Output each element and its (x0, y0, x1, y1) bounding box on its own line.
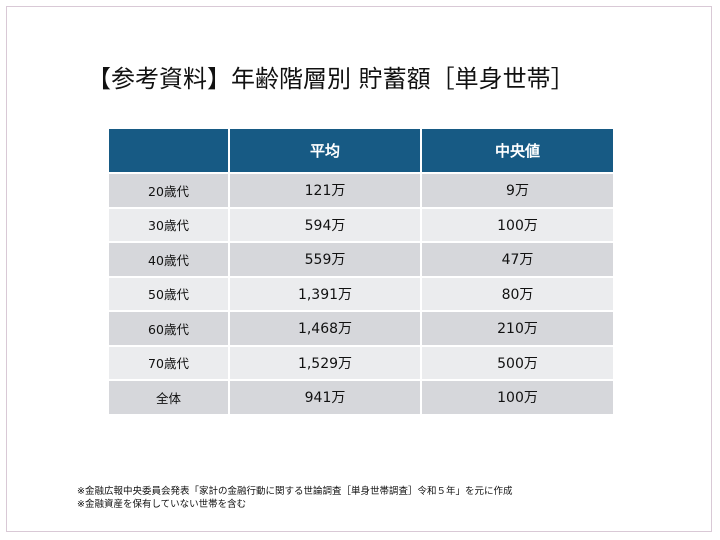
median-value: 47万 (421, 241, 613, 277)
table-row-total: 全体 941万 100万 (109, 379, 613, 414)
row-label: 70歳代 (109, 344, 230, 380)
slide-frame: 【参考資料】年齢階層別 貯蓄額［単身世帯］ 平均 中央値 20歳代 121万 9… (6, 6, 712, 532)
average-value: 1,529万 (229, 344, 422, 380)
median-value: 500万 (421, 344, 613, 380)
savings-table: 平均 中央値 20歳代 121万 9万 30歳代 594万 100万 40歳代 … (109, 129, 613, 414)
row-label: 30歳代 (109, 206, 230, 242)
table-row: 30歳代 594万 100万 (109, 206, 613, 242)
average-value: 594万 (229, 206, 422, 242)
table-row: 50歳代 1,391万 80万 (109, 275, 613, 311)
table-row: 40歳代 559万 47万 (109, 241, 613, 277)
average-value: 1,391万 (229, 275, 422, 311)
median-value: 9万 (421, 172, 613, 208)
median-value: 210万 (421, 310, 613, 346)
row-label: 50歳代 (109, 275, 230, 311)
median-value: 80万 (421, 275, 613, 311)
scope-note: ※金融資産を保有していない世帯を含む (77, 499, 247, 510)
table-row: 60歳代 1,468万 210万 (109, 310, 613, 346)
table-row: 20歳代 121万 9万 (109, 172, 613, 208)
average-value: 941万 (229, 379, 422, 414)
header-average: 平均 (229, 129, 422, 173)
median-value: 100万 (421, 206, 613, 242)
row-label: 60歳代 (109, 310, 230, 346)
table-row: 70歳代 1,529万 500万 (109, 344, 613, 380)
row-label: 40歳代 (109, 241, 230, 277)
header-empty-cell (109, 129, 230, 173)
header-median: 中央値 (421, 129, 613, 173)
average-value: 1,468万 (229, 310, 422, 346)
source-note: ※金融広報中央委員会発表「家計の金融行動に関する世論調査［単身世帯調査］令和５年… (77, 486, 513, 497)
table-header-row: 平均 中央値 (109, 129, 613, 173)
row-label: 20歳代 (109, 172, 230, 208)
average-value: 121万 (229, 172, 422, 208)
slide-title: 【参考資料】年齢階層別 貯蓄額［単身世帯］ (87, 65, 575, 93)
row-label: 全体 (109, 379, 230, 414)
average-value: 559万 (229, 241, 422, 277)
median-value: 100万 (421, 379, 613, 414)
